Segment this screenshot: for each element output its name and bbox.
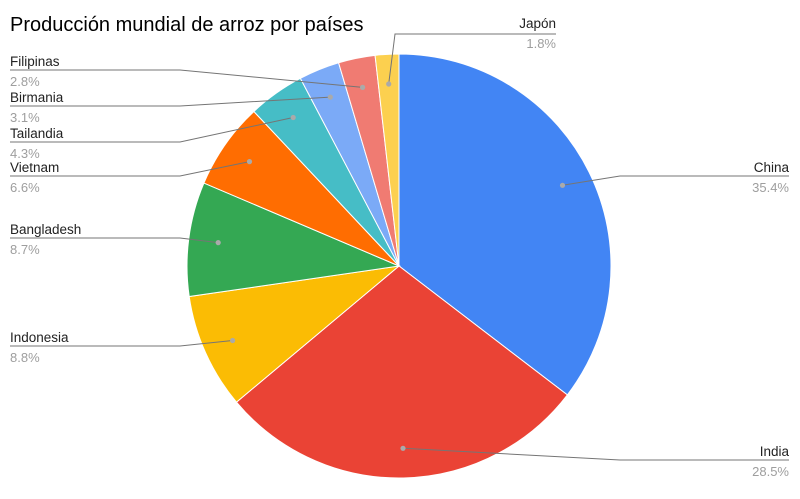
slice-value-japon: 1.8% xyxy=(526,36,556,51)
slice-value-birmania: 3.1% xyxy=(10,110,40,125)
slice-value-filipinas: 2.8% xyxy=(10,74,40,89)
leader-line-birmania xyxy=(10,96,331,107)
leader-dot-vietnam xyxy=(246,159,253,165)
slice-label-vietnam: Vietnam xyxy=(10,160,59,175)
slice-value-tailandia: 4.3% xyxy=(10,146,40,161)
leader-line-indonesia xyxy=(10,340,233,347)
chart-title: Producción mundial de arroz por países xyxy=(10,14,364,36)
slice-labels: China 35.4% India 28.5% Indonesia 8.8% Banglad… xyxy=(10,16,789,479)
slice-value-india: 28.5% xyxy=(752,464,789,479)
leader-dot-filipinas xyxy=(360,84,366,90)
leader-line-tailandia xyxy=(10,117,294,143)
slice-value-bangladesh: 8.7% xyxy=(10,242,40,257)
pie-slice-indonesia xyxy=(188,265,401,403)
leader-dot-india xyxy=(400,445,406,451)
leader-line-bangladesh xyxy=(10,237,219,244)
slice-value-vietnam: 6.6% xyxy=(10,180,40,195)
leader-dot-indonesia xyxy=(230,337,236,344)
leader-line-japon xyxy=(388,33,556,85)
slice-label-birmania: Birmania xyxy=(10,90,64,105)
leader-line-vietnam xyxy=(10,161,250,177)
slice-label-china: China xyxy=(754,160,790,175)
leader-dot-birmania xyxy=(327,94,333,100)
pie-slice-japon xyxy=(374,53,400,267)
leader-dot-tailandia xyxy=(290,114,296,121)
slice-label-tailandia: Tailandia xyxy=(10,126,64,141)
slice-value-china: 35.4% xyxy=(752,180,789,195)
pie-slice-india xyxy=(235,265,569,479)
slice-value-indonesia: 8.8% xyxy=(10,350,40,365)
leader-dot-bangladesh xyxy=(215,240,221,246)
slice-label-japon: Japón xyxy=(519,16,556,31)
pie-slices xyxy=(186,53,612,479)
slice-label-filipinas: Filipinas xyxy=(10,54,60,69)
slice-label-indonesia: Indonesia xyxy=(10,330,69,345)
pie-slice-china xyxy=(398,53,612,396)
leader-line-china xyxy=(562,175,789,186)
slice-label-bangladesh: Bangladesh xyxy=(10,222,81,237)
leader-dot-china xyxy=(559,182,566,188)
leader-line-filipinas xyxy=(10,69,363,88)
leader-dot-japon xyxy=(386,81,392,87)
leader-line-india xyxy=(402,447,789,461)
slice-label-india: India xyxy=(760,444,790,459)
leader-lines xyxy=(10,33,789,461)
